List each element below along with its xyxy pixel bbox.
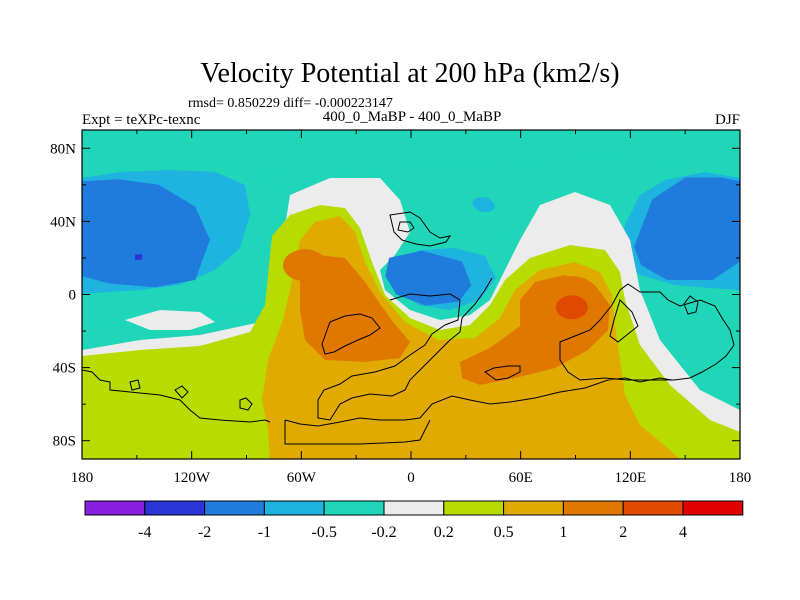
colorbar-swatch (622, 500, 684, 516)
x-tick-label: 120E (614, 470, 646, 486)
colorbar-label: -4 (138, 524, 151, 541)
colorbar-swatch (443, 500, 505, 516)
left-label: Expt = teXPc-texnc (82, 112, 201, 128)
colorbar-swatch (562, 500, 624, 516)
field-point-regions (282, 197, 600, 321)
colorbar-label: 4 (679, 524, 687, 541)
x-tick-label: 120W (173, 470, 211, 486)
colorbar-swatch (144, 500, 206, 516)
stats-line: rmsd= 0.850229 diff= -0.000223147 (188, 96, 393, 111)
field-region-neg-0-5 (82, 130, 740, 180)
right-label: DJF (715, 112, 740, 128)
x-tick-label: 0 (407, 470, 415, 486)
field-region-neg-4 (135, 254, 143, 260)
field-region-1 (300, 255, 410, 362)
field-region-neg-2 (385, 250, 472, 306)
colorbar-label: -1 (258, 524, 271, 541)
colorbar-swatch (204, 500, 265, 516)
colorbar-label: 1 (559, 524, 567, 541)
colorbar-label: -0.2 (371, 524, 396, 541)
colorbar-swatch (84, 500, 146, 516)
field-region-4 (555, 295, 588, 320)
y-tick-marks (82, 147, 740, 442)
x-tick-label: 60W (287, 470, 317, 486)
field-region-neg-2 (634, 177, 740, 280)
colorbar-swatch (383, 500, 445, 516)
x-tick-label: 60E (509, 470, 533, 486)
colorbar-swatch (682, 500, 744, 516)
colorbar-swatch (323, 500, 385, 516)
y-axis: 80N 40N 0 40S 80S (50, 141, 740, 450)
x-tick-label: 180 (71, 470, 94, 486)
colorbar-label: 0.2 (434, 524, 454, 541)
y-tick-label: 80N (50, 141, 76, 157)
field-region-neg-2 (82, 179, 210, 288)
x-tick-marks (81, 130, 741, 459)
colorbar-swatch (503, 500, 564, 516)
colorbar-swatch (263, 500, 325, 516)
center-label: 400_0_MaBP - 400_0_MaBP (323, 109, 502, 125)
colorbar-label: -0.5 (312, 524, 337, 541)
y-tick-label: 0 (69, 288, 77, 304)
x-axis: 180 120W 60W 0 60E 120E 180 (71, 130, 752, 486)
chart-title: Velocity Potential at 200 hPa (km2/s) (200, 58, 619, 89)
x-tick-label: 180 (729, 470, 752, 486)
coastline (82, 211, 735, 445)
map-field (82, 130, 740, 459)
field-region-neg-1 (472, 197, 493, 210)
field-region-neg-0-2 (125, 310, 215, 330)
colorbar-label: 2 (619, 524, 627, 541)
colorbar: -4 -2 -1 -0.5 -0.2 0.2 0.5 1 2 4 (84, 500, 744, 541)
field-filled-contours (82, 177, 740, 306)
colorbar-label: -2 (198, 524, 211, 541)
colorbar-label: 0.5 (494, 524, 514, 541)
y-tick-label: 40S (53, 361, 76, 377)
field-region-2 (282, 249, 327, 282)
y-tick-label: 40N (50, 214, 76, 230)
y-tick-label: 80S (53, 434, 76, 450)
